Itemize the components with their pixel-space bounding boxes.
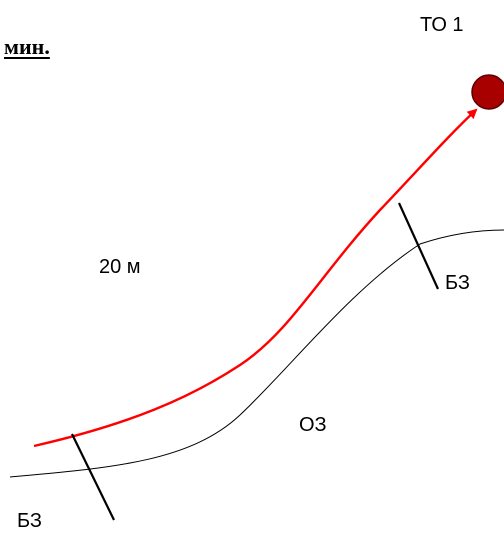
boundary-marker-left [71,433,115,521]
target-label: ТО 1 [420,14,464,36]
boundary-marker-right [397,202,440,290]
zone-path-line [9,229,504,478]
distance-label: 20 м [99,256,141,278]
heading-fragment: мин. [4,34,50,59]
bz-label-left: БЗ [17,510,42,532]
oz-label: ОЗ [299,414,327,436]
target-point [471,74,504,110]
bz-label-right: БЗ [445,272,470,294]
movement-route-arrow [33,108,478,448]
